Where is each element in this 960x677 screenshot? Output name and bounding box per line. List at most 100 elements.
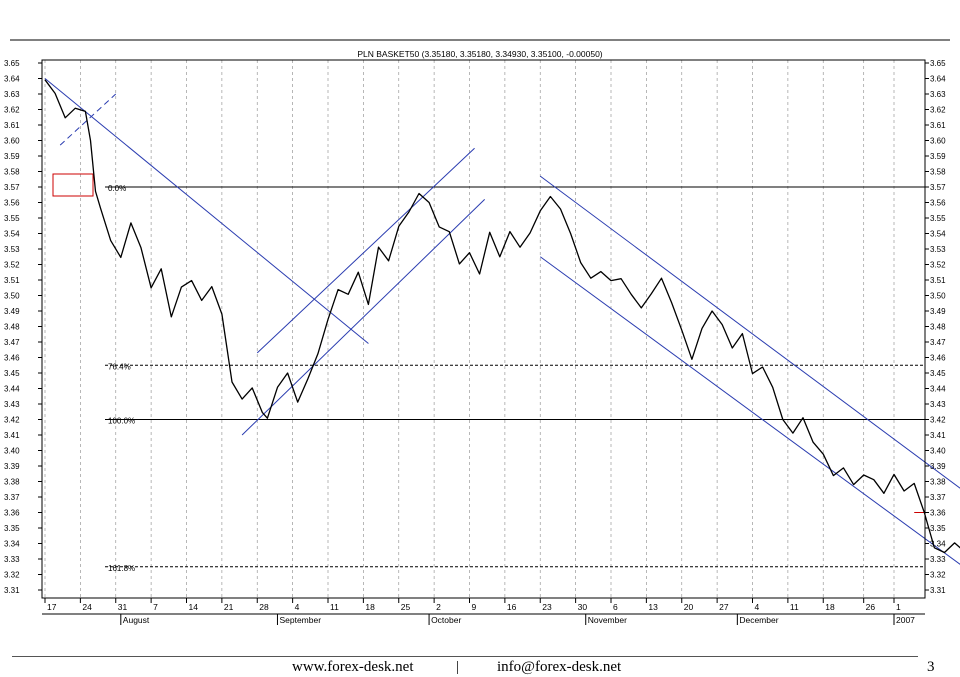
- x-tick-label: 4: [295, 602, 300, 612]
- y-tick-label-left: 3.46: [4, 354, 20, 363]
- x-tick-label: 25: [401, 602, 411, 612]
- x-tick-label: 28: [259, 602, 269, 612]
- y-tick-label-right: 3.47: [930, 338, 946, 347]
- footer-website[interactable]: www.forex-desk.net: [292, 659, 414, 675]
- y-tick-label-left: 3.49: [4, 307, 20, 316]
- y-tick-label-right: 3.54: [930, 230, 946, 239]
- fib-level-label: 76.4%: [108, 362, 131, 371]
- y-tick-label-right: 3.32: [930, 571, 946, 580]
- y-tick-label-left: 3.59: [4, 152, 20, 161]
- y-tick-label-left: 3.41: [4, 431, 20, 440]
- y-tick-label-left: 3.45: [4, 369, 20, 378]
- footer-rule: [12, 656, 918, 657]
- y-tick-label-left: 3.58: [4, 168, 20, 177]
- y-tick-label-left: 3.65: [4, 59, 20, 68]
- y-tick-label-left: 3.55: [4, 214, 20, 223]
- y-tick-label-left: 3.35: [4, 524, 20, 533]
- y-tick-label-right: 3.33: [930, 555, 946, 564]
- y-tick-label-right: 3.53: [930, 245, 946, 254]
- y-tick-label-right: 3.45: [930, 369, 946, 378]
- y-tick-label-left: 3.39: [4, 462, 20, 471]
- y-tick-label-right: 3.37: [930, 493, 946, 502]
- y-tick-label-right: 3.51: [930, 276, 946, 285]
- y-tick-label-left: 3.50: [4, 292, 20, 301]
- y-tick-label-right: 3.57: [930, 183, 946, 192]
- trend-channel-line: [241, 199, 486, 436]
- y-tick-label-right: 3.63: [930, 90, 946, 99]
- month-label: November: [588, 615, 627, 625]
- y-tick-label-right: 3.60: [930, 137, 946, 146]
- y-tick-label-left: 3.60: [4, 137, 20, 146]
- x-tick-label: 4: [755, 602, 760, 612]
- fibonacci-levels: 0.0% 76.4% 100.0% 161.8%: [105, 184, 925, 573]
- y-tick-label-left: 3.53: [4, 245, 20, 254]
- trend-channel-line: [59, 93, 117, 146]
- footer-separator: |: [456, 659, 460, 675]
- y-tick-label-right: 3.43: [930, 400, 946, 409]
- y-tick-label-right: 3.56: [930, 199, 946, 208]
- y-tick-label-left: 3.37: [4, 493, 20, 502]
- x-tick-label: 17: [47, 602, 57, 612]
- fib-level-label: 161.8%: [108, 564, 135, 573]
- y-tick-label-right: 3.39: [930, 462, 946, 471]
- x-tick-label: 23: [542, 602, 552, 612]
- x-tick-label: 30: [578, 602, 588, 612]
- month-label: 2007: [896, 615, 915, 625]
- y-tick-label-right: 3.58: [930, 168, 946, 177]
- page-number: 3: [927, 659, 935, 675]
- y-tick-label-right: 3.62: [930, 106, 946, 115]
- y-tick-label-right: 3.36: [930, 509, 946, 518]
- x-tick-label: 16: [507, 602, 517, 612]
- y-tick-label-left: 3.32: [4, 571, 20, 580]
- y-tick-label-right: 3.46: [930, 354, 946, 363]
- x-tick-label: 6: [613, 602, 618, 612]
- x-tick-label: 31: [118, 602, 128, 612]
- y-tick-label-right: 3.40: [930, 447, 946, 456]
- y-tick-label-left: 3.56: [4, 199, 20, 208]
- fib-level-label: 100.0%: [108, 417, 135, 426]
- x-tick-label: 20: [684, 602, 694, 612]
- y-tick-label-left: 3.44: [4, 385, 20, 394]
- footer-email[interactable]: info@forex-desk.net: [497, 659, 622, 675]
- y-tick-label-right: 3.38: [930, 478, 946, 487]
- y-tick-label-left: 3.43: [4, 400, 20, 409]
- y-tick-label-left: 3.52: [4, 261, 20, 270]
- x-tick-label: 21: [224, 602, 234, 612]
- y-tick-label-right: 3.41: [930, 431, 946, 440]
- month-label: December: [739, 615, 778, 625]
- month-label: October: [431, 615, 461, 625]
- y-tick-label-left: 3.48: [4, 323, 20, 332]
- y-tick-label-left: 3.31: [4, 586, 20, 595]
- x-tick-label: 9: [472, 602, 477, 612]
- trend-channel-line: [539, 175, 960, 489]
- y-tick-label-left: 3.62: [4, 106, 20, 115]
- x-tick-label: 11: [790, 602, 799, 612]
- month-label: September: [279, 615, 321, 625]
- chart-background: [0, 0, 960, 656]
- plot-frame: [41, 59, 926, 599]
- y-tick-label-right: 3.34: [930, 540, 946, 549]
- y-tick-label-right: 3.31: [930, 586, 946, 595]
- price-chart: 0.0%76.4%100.0%161.8% 3.65 3.653.64 3.643.…: [0, 0, 960, 656]
- y-tick-label-left: 3.34: [4, 540, 20, 549]
- trend-channels: [44, 78, 960, 565]
- y-tick-label-left: 3.40: [4, 447, 20, 456]
- x-tick-label: 26: [866, 602, 876, 612]
- x-tick-label: 1: [896, 602, 901, 612]
- y-tick-label-right: 3.42: [930, 416, 946, 425]
- y-tick-label-right: 3.48: [930, 323, 946, 332]
- chart-title: PLN BASKET50 (3.35180, 3.35180, 3.34930,…: [357, 49, 602, 59]
- y-tick-label-right: 3.50: [930, 292, 946, 301]
- x-tick-label: 14: [189, 602, 199, 612]
- y-tick-label-right: 3.65: [930, 59, 946, 68]
- y-tick-label-right: 3.52: [930, 261, 946, 270]
- x-tick-label: 2: [436, 602, 441, 612]
- y-tick-label-right: 3.55: [930, 214, 946, 223]
- x-tick-label: 18: [365, 602, 375, 612]
- trend-channel-line: [256, 147, 475, 354]
- trend-channel-line: [539, 256, 960, 565]
- y-tick-label-right: 3.49: [930, 307, 946, 316]
- y-tick-label-right: 3.35: [930, 524, 946, 533]
- fib-level-label: 0.0%: [108, 184, 126, 193]
- y-tick-label-left: 3.63: [4, 90, 20, 99]
